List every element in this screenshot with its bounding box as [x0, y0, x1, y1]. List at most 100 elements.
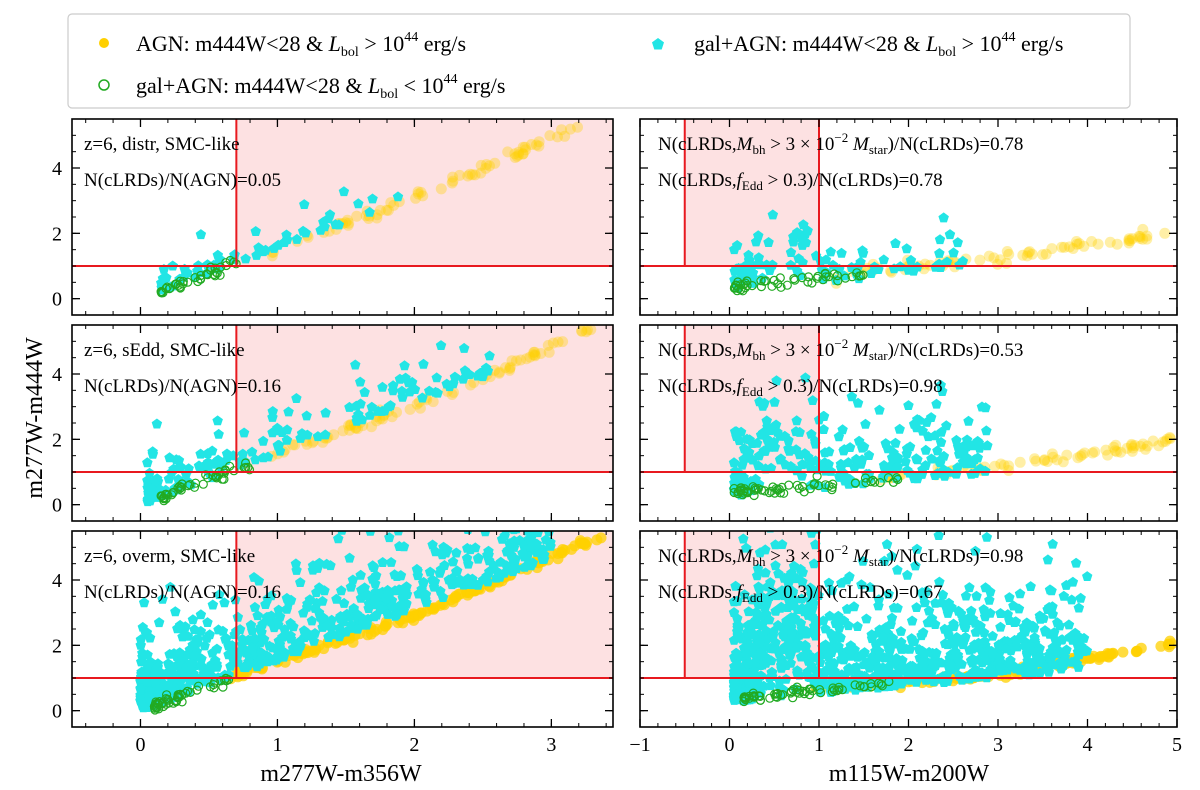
agn-point — [421, 605, 433, 617]
galagn-bright-point — [234, 624, 246, 634]
galagn-bright-point — [933, 455, 945, 466]
galagn-bright-point — [364, 206, 375, 217]
galagn-bright-point — [465, 490, 475, 500]
galagn-bright-point — [797, 459, 808, 469]
galagn-bright-point — [1034, 667, 1046, 678]
agn-point — [414, 402, 426, 414]
galagn-bright-point — [931, 398, 942, 409]
galagn-bright-point — [756, 598, 767, 609]
agn-point — [1129, 440, 1141, 451]
agn-point — [524, 351, 536, 363]
galagn-faint-point — [190, 273, 200, 283]
agn-point — [1159, 227, 1171, 239]
galagn-faint-point — [893, 474, 903, 485]
galagn-bright-point — [147, 484, 159, 495]
galagn-bright-point — [765, 577, 776, 588]
galagn-bright-point — [874, 646, 885, 657]
galagn-bright-point — [299, 199, 310, 209]
galagn-bright-point — [202, 617, 213, 627]
galagn-bright-point — [1073, 602, 1085, 613]
x-tick-label: 0 — [135, 734, 145, 756]
agn-point — [1042, 456, 1053, 467]
galagn-bright-point — [321, 558, 332, 569]
ratio-label: N(cLRDs)/N(AGN)=0.16 — [84, 376, 281, 397]
galagn-bright-point — [976, 401, 988, 412]
galagn-bright-point — [823, 446, 835, 457]
agn-point — [1126, 440, 1138, 452]
galagn-bright-point — [760, 544, 771, 555]
galagn-faint-point — [875, 478, 885, 488]
galagn-faint-point — [220, 675, 230, 685]
agn-point — [521, 353, 532, 365]
galagn-bright-point — [251, 249, 262, 260]
agn-point — [513, 146, 525, 158]
galagn-bright-point — [367, 193, 378, 204]
galagn-bright-point — [743, 606, 754, 617]
galagn-faint-point — [814, 481, 824, 491]
galagn-bright-point — [985, 586, 996, 597]
galagn-bright-point — [249, 601, 261, 612]
agn-point — [509, 152, 521, 163]
galagn-bright-point — [911, 543, 923, 554]
galagn-bright-point — [353, 198, 364, 209]
galagn-bright-point — [150, 475, 161, 485]
galagn-bright-point — [334, 612, 346, 623]
galagn-bright-point — [202, 457, 214, 467]
galagn-faint-point — [740, 692, 750, 702]
agn-point — [1075, 450, 1086, 462]
galagn-bright-point — [1018, 621, 1030, 632]
agn-point — [529, 349, 541, 361]
galagn-faint-point — [161, 494, 171, 504]
galagn-bright-point — [424, 385, 435, 396]
galagn-faint-point — [190, 478, 201, 488]
galagn-bright-point — [995, 621, 1006, 632]
galagn-bright-point — [291, 393, 302, 403]
galagn-bright-point — [385, 557, 397, 567]
galagn-bright-point — [823, 577, 835, 588]
galagn-bright-point — [839, 444, 850, 455]
agn-point — [1001, 246, 1013, 257]
galagn-bright-point — [857, 650, 868, 661]
agn-point — [1089, 446, 1101, 458]
galagn-faint-point — [156, 491, 166, 501]
agn-point — [382, 204, 394, 216]
galagn-bright-point — [195, 609, 207, 620]
galagn-bright-point — [877, 631, 889, 642]
galagn-bright-point — [431, 372, 442, 383]
agn-point — [366, 421, 377, 433]
galagn-bright-point — [848, 601, 860, 612]
galagn-faint-point — [892, 473, 902, 483]
galagn-faint-point — [212, 473, 222, 483]
galagn-bright-point — [509, 535, 520, 546]
galagn-bright-point — [971, 590, 982, 601]
galagn-bright-point — [345, 581, 357, 592]
galagn-bright-point — [451, 547, 462, 558]
galagn-bright-point — [1034, 610, 1046, 621]
galagn-bright-point — [1058, 590, 1070, 601]
edd-ratio-label: N(cLRDs,fEdd > 0.3)/N(cLRDs)=0.78 — [658, 170, 943, 193]
galagn-bright-point — [350, 359, 361, 370]
galagn-bright-point — [799, 605, 811, 616]
galagn-bright-point — [142, 475, 153, 485]
agn-point — [461, 586, 473, 598]
galagn-bright-point — [142, 496, 153, 507]
galagn-bright-point — [917, 425, 928, 436]
galagn-faint-point — [729, 483, 739, 494]
galagn-faint-point — [782, 280, 792, 290]
galagn-bright-point — [295, 577, 306, 587]
galagn-bright-point — [1014, 588, 1026, 599]
galagn-faint-point — [827, 482, 837, 492]
galagn-bright-point — [294, 636, 306, 646]
galagn-faint-point — [794, 483, 804, 494]
galagn-bright-point — [731, 240, 743, 250]
galagn-bright-point — [473, 552, 484, 563]
galagn-bright-point — [1027, 620, 1039, 631]
galagn-bright-point — [347, 504, 357, 514]
galagn-bright-point — [470, 542, 481, 553]
galagn-bright-point — [375, 604, 387, 614]
galagn-bright-point — [765, 680, 776, 691]
galagn-bright-point — [399, 360, 410, 371]
galagn-bright-point — [488, 559, 499, 570]
galagn-faint-point — [168, 487, 178, 497]
y-tick-label: 0 — [52, 495, 62, 517]
